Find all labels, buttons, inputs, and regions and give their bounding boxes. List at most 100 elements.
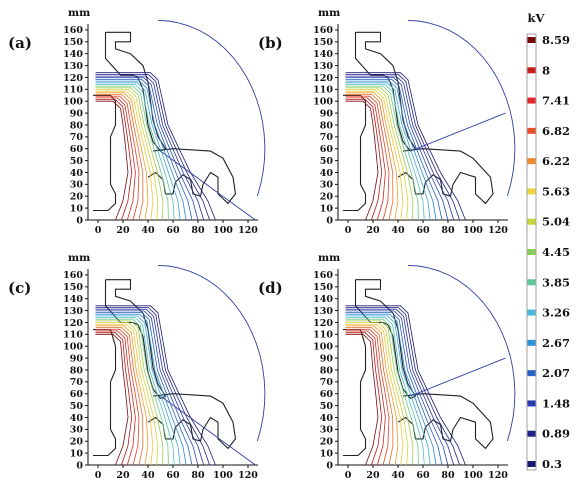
y-tick-label: 30 (320, 425, 334, 436)
panel-d: mm(d)16015014013012011010090807060504030… (258, 252, 516, 481)
x-tick-label: 0 (95, 470, 102, 481)
boundary-line (410, 357, 506, 397)
colorbar-label: 3.26 (542, 306, 570, 320)
x-tick-label: 120 (238, 470, 258, 481)
equipotential-line (345, 332, 383, 466)
y-tick-label: 120 (313, 73, 333, 84)
colorbar-label: 6.82 (542, 124, 570, 138)
equipotential-line (345, 77, 449, 221)
colorbar-swatch (527, 218, 536, 225)
equipotential-line (95, 307, 210, 466)
y-tick-label: 50 (70, 401, 84, 412)
outer-boundary-arc (157, 19, 266, 197)
y-tick-label: 110 (313, 85, 333, 96)
colorbar-label: 7.41 (542, 94, 570, 108)
equipotential-line (95, 305, 216, 466)
equipotential-line (95, 318, 169, 466)
equipotential-line (95, 95, 140, 221)
colorbar-swatch (527, 339, 536, 346)
colorbar-swatch (527, 370, 536, 377)
equipotential-line (95, 97, 136, 221)
insulator-sheds-outline (147, 148, 237, 205)
x-tick-label: 80 (191, 225, 205, 236)
y-tick-label: 120 (63, 318, 83, 329)
x-tick-label: 100 (213, 225, 233, 236)
colorbar-swatch (527, 400, 536, 407)
y-tick-label: 10 (70, 203, 84, 214)
equipotential-line (95, 332, 133, 466)
y-tick-label: 130 (63, 61, 83, 72)
unit-label: mm (318, 252, 340, 264)
equipotential-line (95, 77, 199, 221)
x-tick-label: 120 (238, 225, 258, 236)
colorbar-label: 4.45 (542, 245, 570, 259)
colorbar-swatch (527, 309, 536, 316)
x-tick-label: 100 (463, 470, 483, 481)
colorbar-label: 0.3 (542, 457, 562, 471)
y-tick-label: 10 (70, 448, 84, 459)
boundary-line (160, 150, 256, 221)
y-tick-label: 20 (320, 192, 334, 203)
y-tick-label: 0 (76, 460, 83, 471)
field-plot (93, 264, 266, 466)
equipotential-line (95, 317, 175, 466)
equipotential-line (95, 89, 159, 221)
unit-label: mm (318, 7, 340, 19)
inner-conductor-outline (343, 329, 367, 457)
equipotential-line (345, 328, 390, 466)
y-tick-label: 20 (70, 437, 84, 448)
equipotential-line (345, 330, 386, 466)
y-tick-label: 90 (70, 108, 84, 119)
y-tick-label: 60 (320, 389, 334, 400)
panel-label: (c) (8, 279, 31, 297)
equipotential-line (345, 74, 460, 221)
colorbar-swatch (527, 37, 536, 43)
equipotential-line (95, 72, 216, 221)
y-tick-label: 100 (313, 342, 333, 353)
y-tick-label: 150 (63, 37, 83, 48)
equipotential-line (95, 313, 187, 466)
equipotential-line (345, 327, 394, 466)
equipotential-line (95, 90, 154, 221)
y-tick-label: 70 (320, 377, 334, 388)
equipotential-line (345, 318, 419, 466)
equipotential-line (345, 90, 404, 221)
equipotential-line (95, 99, 133, 221)
y-tick-label: 0 (76, 215, 83, 226)
equipotential-line (345, 84, 425, 221)
equipotential-line (345, 325, 399, 466)
equipotential-line (345, 89, 409, 221)
colorbar-swatch (527, 67, 536, 74)
y-tick-label: 40 (320, 168, 334, 179)
colorbar-label: 8 (542, 63, 550, 77)
equipotential-line (95, 322, 159, 466)
equipotential-line (345, 80, 437, 221)
x-tick-label: 0 (95, 225, 102, 236)
x-tick-label: 40 (141, 470, 155, 481)
colorbar-swatch (527, 97, 536, 104)
x-tick-label: 60 (416, 225, 430, 236)
equipotential-line (345, 85, 419, 221)
y-tick-label: 90 (70, 353, 84, 364)
panel-c: mm(c)16015014013012011010090807060504030… (8, 252, 266, 481)
y-tick-label: 60 (320, 144, 334, 155)
x-tick-label: 120 (488, 225, 508, 236)
insulator-sheds-outline (397, 393, 494, 450)
field-plot (343, 264, 516, 466)
x-tick-label: 20 (116, 225, 130, 236)
equipotential-line (95, 327, 144, 466)
y-tick-label: 140 (313, 294, 333, 305)
y-tick-label: 160 (313, 270, 333, 281)
equipotential-line (345, 333, 379, 466)
y-tick-label: 150 (63, 282, 83, 293)
equipotential-line (95, 323, 154, 466)
panel-label: (b) (258, 34, 283, 52)
equipotential-line (345, 97, 386, 221)
equipotential-line (345, 72, 466, 221)
colorbar-unit: kV (528, 11, 546, 25)
equipotential-line (345, 307, 460, 466)
equipotential-line (95, 333, 129, 466)
y-tick-label: 140 (63, 49, 83, 60)
y-tick-label: 30 (70, 425, 84, 436)
inner-conductor-outline (93, 329, 117, 457)
